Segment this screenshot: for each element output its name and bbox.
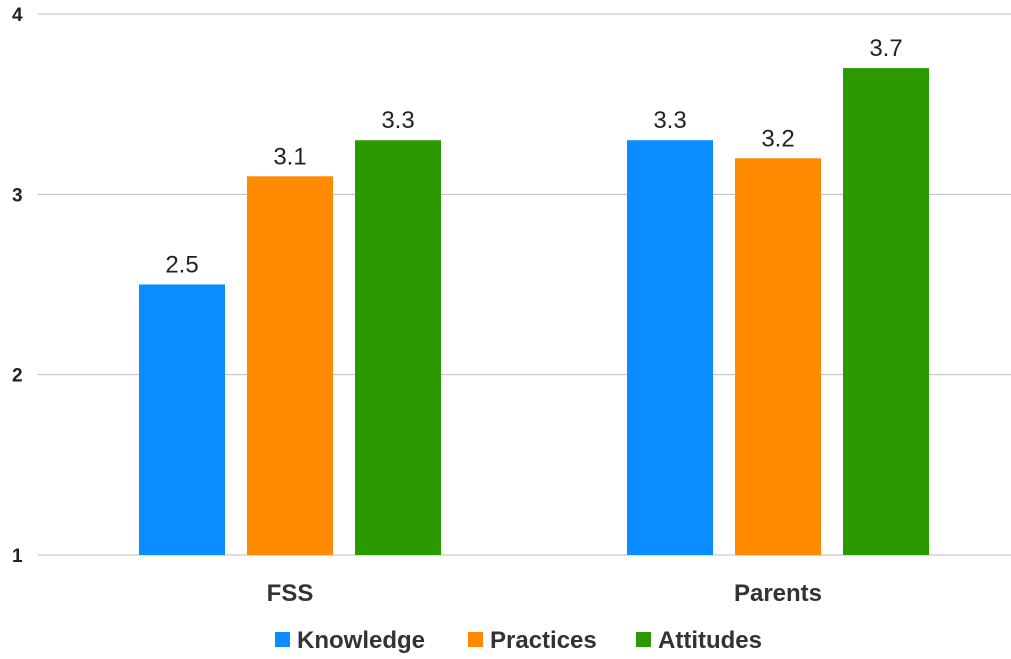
data-label: 3.1 (273, 143, 306, 170)
data-label: 3.3 (381, 107, 414, 134)
bar-knowledge-fss (139, 284, 225, 555)
legend-label-attitudes: Attitudes (658, 627, 762, 654)
y-tick-label: 1 (12, 546, 23, 567)
legend-label-knowledge: Knowledge (297, 627, 425, 654)
data-labels: 2.5 3.1 3.3 3.3 3.2 3.7 (165, 35, 902, 278)
category-label-fss: FSS (267, 580, 314, 607)
bar-attitudes-parents (843, 68, 929, 555)
data-label: 3.7 (869, 35, 902, 62)
y-tick-label: 2 (12, 366, 23, 387)
x-axis-category-labels: FSS Parents (267, 580, 822, 607)
legend-swatch-practices (468, 632, 483, 647)
bar-knowledge-parents (627, 140, 713, 555)
data-label: 3.3 (653, 107, 686, 134)
bar-attitudes-fss (355, 140, 441, 555)
legend-label-practices: Practices (490, 627, 597, 654)
bar-practices-fss (247, 176, 333, 556)
category-label-parents: Parents (734, 580, 822, 607)
legend-swatch-attitudes (636, 632, 651, 647)
y-tick-label: 3 (12, 185, 23, 206)
data-label: 2.5 (165, 252, 198, 279)
data-label: 3.2 (761, 125, 794, 152)
y-tick-label: 4 (12, 5, 23, 26)
y-axis-tick-labels: 1 2 3 4 (12, 5, 23, 567)
bars (139, 68, 929, 556)
legend-swatch-knowledge (275, 632, 290, 647)
bar-practices-parents (735, 158, 821, 555)
legend: Knowledge Practices Attitudes (275, 627, 762, 654)
